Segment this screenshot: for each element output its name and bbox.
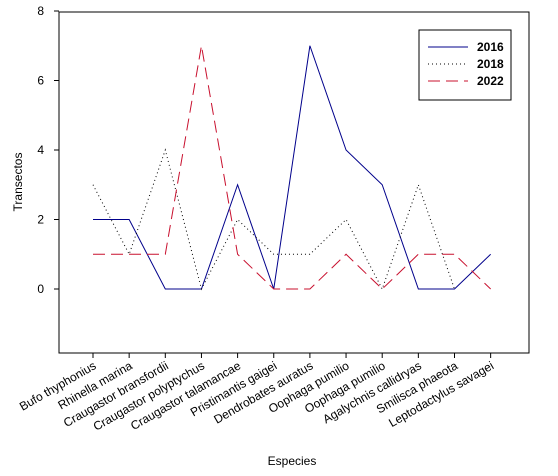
legend-box [418,29,512,101]
y-tick-label: 6 [37,74,44,88]
plot-frame [58,11,530,354]
y-tick-label: 4 [37,143,44,157]
legend-label-2016: 2016 [477,40,504,54]
y-axis-label: Transectos [11,153,25,212]
series-line-2022 [93,45,491,290]
y-tick-label: 2 [37,213,44,227]
x-axis-label: Especies [268,454,317,468]
series-line-2016 [93,45,491,290]
y-axis: 0 2 4 6 8 [37,4,59,296]
legend: 2016 2018 2022 [418,29,512,101]
series-line-2018 [92,148,455,291]
y-tick-label: 8 [37,4,44,18]
series-lines [92,45,491,291]
y-tick-label: 0 [37,282,44,296]
legend-label-2018: 2018 [477,57,504,71]
legend-label-2022: 2022 [477,74,504,88]
